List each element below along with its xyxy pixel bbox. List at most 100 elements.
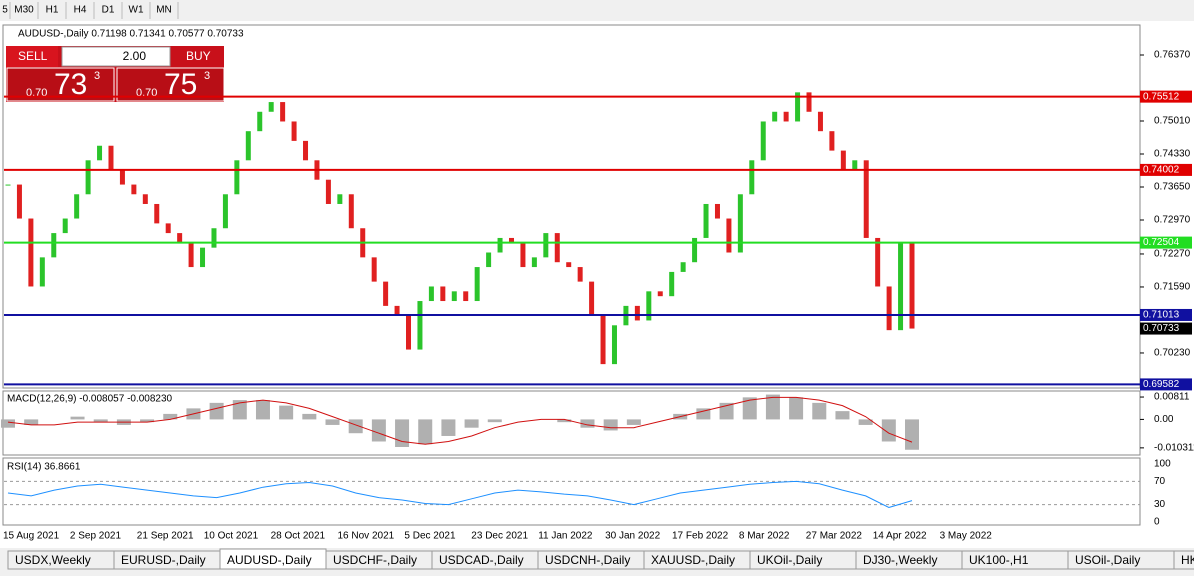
candle bbox=[97, 145, 103, 161]
macd-bar bbox=[487, 419, 502, 423]
candle bbox=[669, 271, 675, 297]
date-label: 14 Apr 2022 bbox=[873, 531, 927, 542]
date-label: 3 May 2022 bbox=[940, 531, 993, 542]
timeframe[interactable]: MN bbox=[156, 5, 172, 16]
timeframe[interactable]: W1 bbox=[129, 5, 144, 16]
sell-price-box[interactable] bbox=[6, 67, 115, 102]
rsi-label: RSI(14) 36.8661 bbox=[7, 462, 81, 473]
candle bbox=[440, 286, 446, 302]
candle bbox=[417, 301, 423, 350]
price-label: 0.72270 bbox=[1154, 249, 1191, 260]
tab[interactable] bbox=[1173, 550, 1194, 570]
candle bbox=[188, 242, 194, 268]
tab-label: UK100-,H1 bbox=[969, 553, 1029, 567]
candle bbox=[554, 233, 560, 263]
timeframe[interactable]: H1 bbox=[46, 5, 59, 16]
price-label: 0.76370 bbox=[1154, 50, 1191, 61]
candle bbox=[543, 233, 549, 258]
sell-button[interactable] bbox=[6, 46, 58, 67]
date-label: 8 Mar 2022 bbox=[739, 531, 790, 542]
buy-big: 75 bbox=[164, 68, 197, 101]
candle bbox=[863, 160, 869, 238]
candle bbox=[303, 140, 309, 161]
candle bbox=[898, 242, 904, 331]
candle bbox=[119, 170, 125, 185]
tab-label: XAUUSD-,Daily bbox=[651, 553, 735, 567]
macd-bar bbox=[140, 419, 155, 423]
candle bbox=[268, 102, 274, 112]
macd-bar bbox=[441, 419, 456, 436]
macd-bar bbox=[302, 413, 317, 420]
rsi-axis-label: 70 bbox=[1154, 476, 1166, 487]
level-label: 0.75512 bbox=[1143, 91, 1180, 102]
date-label: 27 Mar 2022 bbox=[806, 531, 863, 542]
candle bbox=[428, 286, 434, 302]
macd-bar bbox=[279, 405, 294, 420]
macd-bar bbox=[325, 419, 340, 425]
macd-bar bbox=[858, 419, 873, 425]
macd-bar bbox=[881, 419, 896, 442]
candle bbox=[371, 257, 377, 282]
macd-bar bbox=[93, 419, 108, 423]
buy-text[interactable]: BUY bbox=[186, 49, 211, 63]
sell-sup: 3 bbox=[94, 70, 100, 82]
volume-input[interactable] bbox=[61, 46, 171, 67]
candle bbox=[142, 194, 148, 204]
tab-label: USDCHF-,Daily bbox=[333, 553, 417, 567]
price-label: 0.75010 bbox=[1154, 116, 1191, 127]
candle bbox=[474, 267, 480, 302]
candle bbox=[531, 257, 537, 268]
date-label: 21 Sep 2021 bbox=[137, 531, 194, 542]
macd-bar bbox=[418, 419, 433, 445]
candle bbox=[131, 184, 137, 195]
tab-label: AUDUSD-,Daily bbox=[227, 553, 312, 567]
timeframe[interactable]: H4 bbox=[74, 5, 87, 16]
timeframe[interactable]: M30 bbox=[14, 5, 34, 16]
macd-bar bbox=[395, 419, 410, 447]
timeframe[interactable]: D1 bbox=[102, 5, 115, 16]
date-label: 11 Jan 2022 bbox=[538, 531, 593, 542]
level-tag bbox=[1140, 308, 1192, 321]
macd-bar bbox=[812, 402, 827, 420]
candle bbox=[577, 267, 583, 282]
price-label: 0.70230 bbox=[1154, 348, 1191, 359]
macd-bar bbox=[580, 419, 595, 428]
candle bbox=[589, 281, 595, 316]
candle bbox=[451, 291, 457, 302]
candle bbox=[28, 218, 34, 287]
candle bbox=[600, 315, 606, 365]
buy-price-box[interactable] bbox=[116, 67, 225, 102]
candle bbox=[829, 131, 835, 151]
tab-label: EURUSD-,Daily bbox=[121, 553, 206, 567]
price-label: 0.74330 bbox=[1154, 149, 1191, 160]
candle bbox=[772, 111, 778, 122]
candle bbox=[886, 286, 892, 331]
candle bbox=[497, 237, 503, 253]
rsi-axis-label: 30 bbox=[1154, 499, 1166, 510]
candle bbox=[657, 291, 663, 297]
macd-panel bbox=[2, 390, 1141, 456]
candle bbox=[680, 262, 686, 272]
candle bbox=[611, 325, 617, 365]
rsi-axis-label: 0 bbox=[1154, 517, 1160, 528]
level-label: 0.74002 bbox=[1143, 165, 1180, 176]
macd-bar bbox=[255, 400, 270, 420]
toolbar bbox=[0, 0, 1194, 21]
macd-axis-label: 0.00 bbox=[1154, 414, 1174, 425]
rsi-axis-label: 100 bbox=[1154, 459, 1171, 470]
candle bbox=[325, 179, 331, 204]
candle bbox=[16, 184, 22, 219]
buy-sup: 3 bbox=[204, 70, 210, 82]
macd-bar bbox=[70, 416, 85, 420]
current-price-label: 0.70733 bbox=[1143, 323, 1180, 334]
macd-bar bbox=[696, 408, 711, 420]
candle bbox=[222, 194, 228, 229]
price-label: 0.71590 bbox=[1154, 282, 1191, 293]
timeframe[interactable]: 5 bbox=[2, 5, 8, 16]
macd-bar bbox=[742, 397, 757, 420]
candle bbox=[646, 291, 652, 321]
candle bbox=[154, 203, 160, 224]
candle bbox=[520, 242, 526, 268]
candle bbox=[909, 242, 915, 329]
